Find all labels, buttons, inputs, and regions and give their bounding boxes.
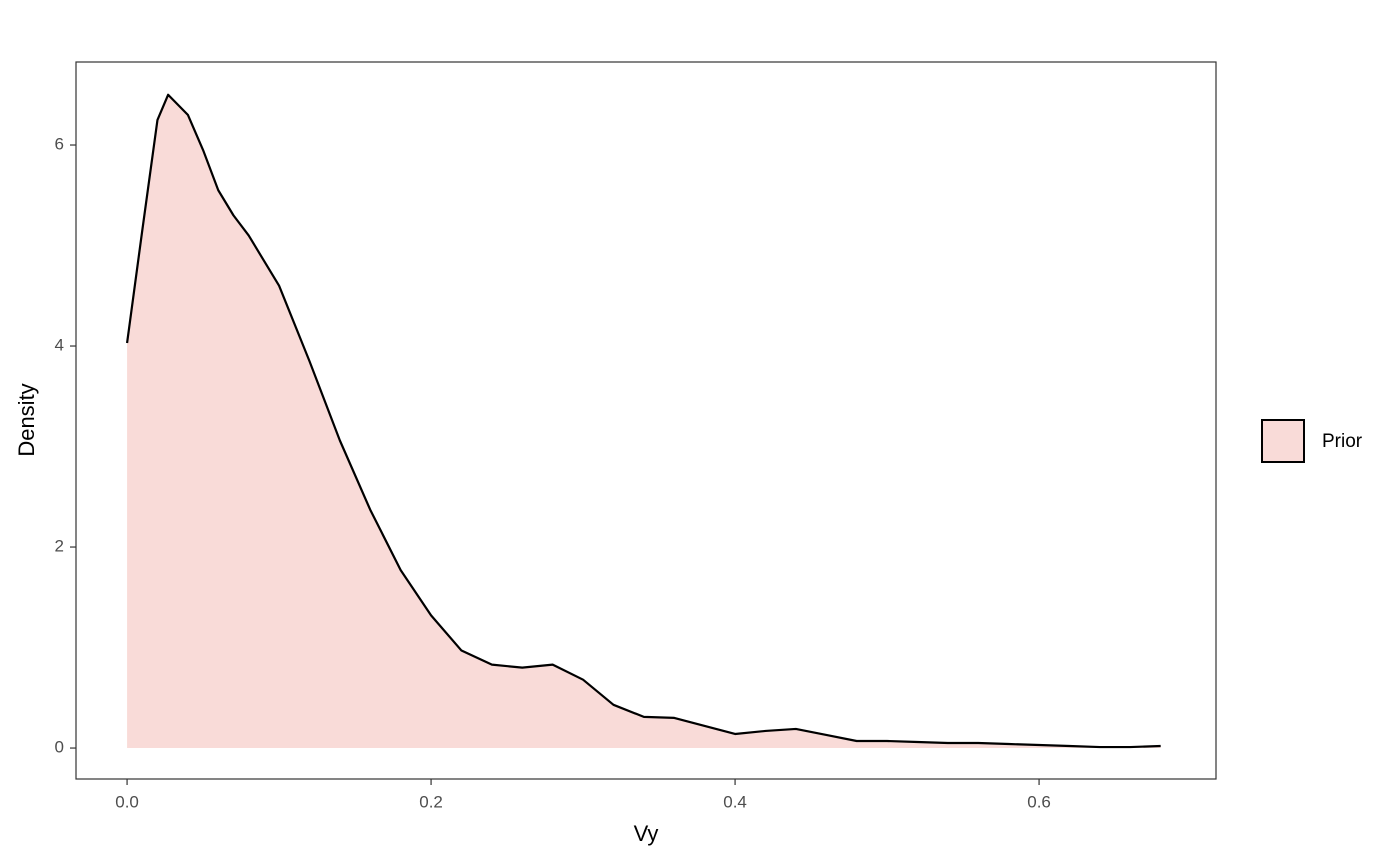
x-tick-label: 0.2 [419,792,443,811]
x-axis-label: Vy [634,821,659,846]
density-line [125,93,1161,749]
x-tick-label: 0.4 [723,792,747,811]
legend-label: Prior [1322,431,1363,452]
y-axis-label: Density [14,383,39,456]
panel-border [75,61,1217,780]
legend-key [1261,419,1305,463]
density-area [127,94,1161,749]
x-tick-label: 0.6 [1027,792,1051,811]
y-tick-label: 6 [55,135,64,154]
x-tick-label: 0.0 [115,792,139,811]
y-tick-label: 2 [55,537,64,556]
y-tick-label: 0 [55,738,64,757]
y-tick-label: 4 [55,336,64,355]
